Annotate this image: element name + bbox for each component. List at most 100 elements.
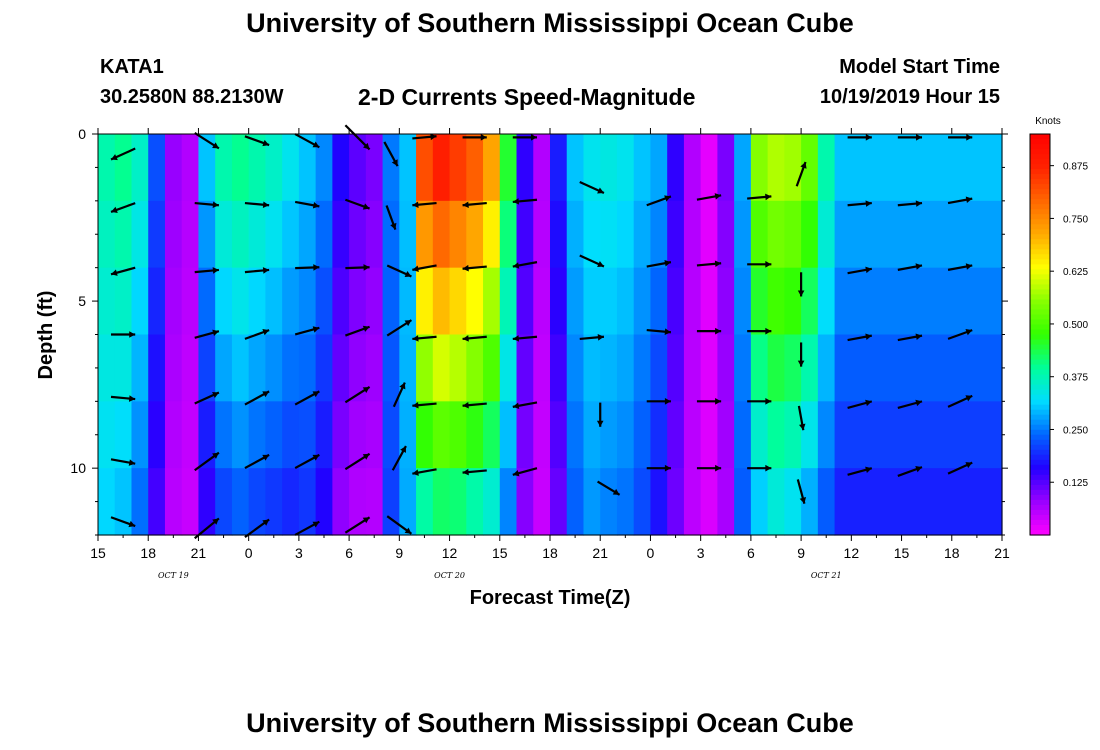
current-vector — [797, 272, 805, 297]
heat-cell — [834, 468, 1003, 536]
colorbar-segment — [1030, 154, 1050, 160]
heat-cell — [516, 200, 534, 269]
colorbar-segment — [1030, 269, 1050, 275]
current-vector — [194, 132, 220, 150]
heat-cell — [198, 200, 216, 269]
heat-cell — [767, 200, 785, 269]
current-vector — [947, 461, 973, 475]
heat-cell — [499, 468, 518, 536]
colorbar-segment — [1030, 264, 1050, 270]
heat-cell — [750, 468, 769, 536]
heat-cell — [298, 334, 317, 402]
heat-cell — [801, 134, 819, 202]
current-vector — [294, 520, 320, 536]
heat-cell — [633, 334, 652, 402]
colorbar-segment — [1030, 159, 1050, 165]
colorbar-segment — [1030, 514, 1050, 521]
heat-cell — [784, 134, 802, 202]
heat-cell — [248, 200, 267, 269]
heat-cell — [349, 334, 367, 402]
current-vector — [345, 325, 370, 337]
colorbar-segment — [1030, 204, 1050, 210]
current-vector — [110, 266, 136, 276]
heat-cell — [332, 200, 350, 269]
current-vector — [847, 266, 873, 275]
current-vector — [462, 134, 487, 141]
heat-cell — [248, 334, 267, 402]
y-tick-label: 10 — [70, 460, 86, 476]
heat-cell — [533, 200, 551, 269]
heat-cell — [215, 401, 233, 469]
heat-cell — [198, 334, 216, 402]
heat-cell — [148, 134, 166, 202]
current-vector — [194, 451, 220, 472]
x-tick-label: 21 — [592, 545, 608, 561]
heat-cell — [834, 134, 1003, 202]
colorbar-segment — [1030, 464, 1050, 471]
heat-cell — [449, 134, 467, 202]
heat-cell — [700, 468, 719, 536]
heat-cell — [198, 468, 216, 536]
heat-cell — [432, 267, 451, 336]
heat-cell — [817, 334, 836, 402]
heat-cell — [181, 401, 200, 469]
current-vector — [696, 398, 722, 405]
colorbar-segment — [1030, 504, 1050, 511]
heat-cell — [198, 267, 216, 336]
colorbar-segment — [1030, 259, 1050, 265]
heat-cell — [265, 200, 283, 269]
colorbar-segment — [1030, 139, 1050, 145]
heat-cell — [784, 401, 802, 469]
heat-cell — [298, 134, 317, 202]
heat-cell — [750, 401, 769, 469]
current-vector — [747, 193, 772, 201]
date-label: OCT 19 — [158, 571, 189, 580]
current-vector — [412, 335, 437, 342]
footer-title: University of Southern Mississippi Ocean… — [246, 708, 854, 738]
colorbar-segment — [1030, 414, 1050, 421]
current-vector — [747, 398, 772, 405]
current-vector — [579, 254, 605, 268]
heat-cell — [248, 468, 267, 536]
heat-cell — [114, 334, 133, 402]
heat-cell — [399, 267, 417, 336]
colorbar-tick-label: 0.375 — [1063, 373, 1088, 384]
heat-cell — [382, 267, 400, 336]
colorbar-segment — [1030, 244, 1050, 250]
x-tick-label: 3 — [697, 545, 705, 561]
heat-cell — [466, 267, 484, 336]
heat-cell — [432, 468, 451, 536]
heat-cell — [483, 334, 501, 402]
current-vector — [696, 327, 722, 335]
heat-cell — [416, 267, 434, 336]
colorbar-segment — [1030, 384, 1050, 391]
current-vector — [797, 405, 806, 431]
heat-cell — [616, 468, 635, 536]
current-vector — [244, 135, 270, 147]
current-vector — [512, 261, 538, 269]
heat-cell — [600, 267, 618, 336]
heat-cell — [633, 468, 652, 536]
heat-cell — [131, 134, 149, 202]
heat-cell — [181, 334, 200, 402]
heat-cell — [667, 334, 685, 402]
colorbar-segment — [1030, 374, 1050, 381]
heat-cell — [667, 267, 685, 336]
heat-cell — [700, 401, 719, 469]
colorbar-segment — [1030, 394, 1050, 401]
x-tick-label: 18 — [542, 545, 558, 561]
heat-cell — [282, 134, 300, 202]
heat-cell — [198, 401, 216, 469]
heat-cell — [550, 334, 568, 402]
current-vector — [596, 402, 604, 427]
heat-cell — [114, 267, 133, 336]
current-vector — [345, 198, 370, 210]
heat-cell — [483, 134, 501, 202]
heat-cell — [365, 468, 384, 536]
page-title: University of Southern Mississippi Ocean… — [246, 8, 854, 38]
current-vector — [512, 401, 538, 410]
colorbar-segment — [1030, 229, 1050, 235]
colorbar-segment — [1030, 319, 1050, 326]
colorbar-segment — [1030, 304, 1050, 311]
heat-cell — [550, 134, 568, 202]
